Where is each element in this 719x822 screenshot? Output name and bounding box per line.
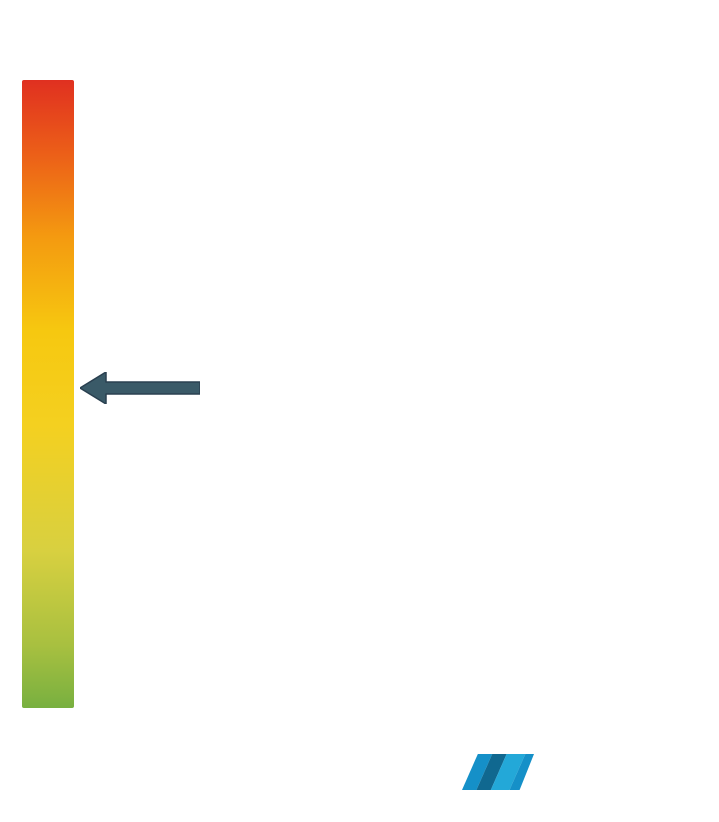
arrow-left-icon [80, 372, 200, 404]
brand-logo [462, 754, 534, 795]
logo-icon [462, 754, 534, 790]
indicator-arrow [80, 372, 200, 409]
gradient-scale-bar [22, 80, 74, 708]
